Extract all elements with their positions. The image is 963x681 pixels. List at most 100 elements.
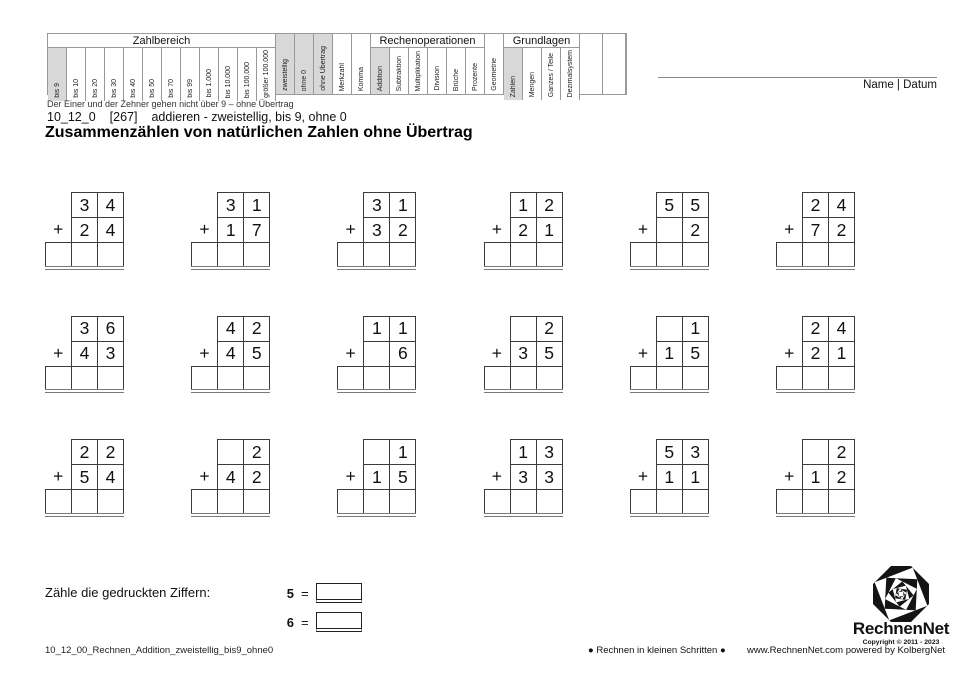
answer-cell: [655, 365, 683, 393]
plus-sign: +: [199, 466, 210, 487]
criteria-cell: bis 20: [86, 48, 105, 101]
name-datum-label: Name | Datum: [863, 79, 937, 91]
addend-bottom-digit: 5: [71, 464, 98, 490]
addend-bottom-digit: 2: [389, 217, 417, 243]
answer-cell: [483, 242, 511, 270]
criteria-cell-label: bis 9: [53, 83, 61, 98]
criteria-cell: bis 40: [124, 48, 143, 101]
digit-count-items: 5 = 6 =: [285, 583, 362, 641]
logo-copyright: Copyright © 2011 - 2023: [862, 639, 940, 646]
addend-top-digit: 2: [243, 439, 271, 465]
answer-cell: [337, 365, 365, 393]
spacer-cell: [484, 316, 510, 341]
footer-motto: ● Rechnen in kleinen Schritten ●: [588, 645, 726, 656]
spacer-cell: [192, 193, 218, 218]
criteria-cell-label: zweistellig: [281, 59, 289, 91]
addend-bottom-digit: 4: [71, 340, 98, 367]
criteria-cell: Multiplikation: [409, 48, 428, 94]
answer-cell: [243, 365, 271, 393]
criteria-cell-label: bis 99: [186, 79, 194, 98]
addend-top-digit: 1: [389, 439, 417, 465]
criteria-cell: bis 30: [105, 48, 124, 101]
addend-bottom-digit: 5: [243, 340, 271, 367]
answer-cell: [483, 489, 511, 517]
answer-cell: [389, 489, 417, 517]
addition-problem: 3 6 +4 3: [45, 315, 124, 393]
rechnennet-logo-icon: [873, 566, 929, 622]
addition-problem: 2 4 +7 2: [775, 192, 855, 270]
worksheet-desc: addieren - zweistellig, bis 9, ohne 0: [151, 110, 347, 124]
answer-cell: [775, 489, 803, 517]
answer-cell: [389, 365, 417, 393]
criteria-cell: Subtraktion: [390, 48, 409, 94]
addend-bottom-digit: 1: [217, 217, 245, 243]
answer-cell: [535, 365, 563, 393]
addend-bottom-digit: 1: [363, 464, 391, 490]
addition-problem: 5 3 +1 1: [629, 439, 709, 517]
answer-cell: [97, 489, 124, 517]
criteria-cell-label: Geometrie: [490, 58, 498, 91]
spacer-cell: [630, 193, 656, 218]
plus-sign: +: [784, 342, 795, 363]
addend-bottom-digit: 1: [655, 340, 683, 367]
answer-cell: [243, 242, 271, 270]
answer-cell: [681, 365, 709, 393]
criteria-cell: größer 100.000: [257, 48, 276, 101]
count-answer-box: [315, 612, 362, 632]
answer-cell: [191, 365, 219, 393]
criteria-cell: bis 50: [143, 48, 162, 101]
criteria-cell-label: Mengen: [528, 72, 536, 98]
addend-top-digit: 4: [217, 315, 245, 342]
answer-cell: [45, 242, 72, 270]
addend-top-digit: 1: [681, 315, 709, 342]
criteria-cell-label: bis 70: [167, 79, 175, 98]
criteria-cell: Prozente: [466, 48, 485, 94]
addition-problem: 2 +4 2: [191, 439, 271, 517]
plus-sign: +: [784, 466, 795, 487]
rechnennet-logo: RechnenNet Copyright © 2011 - 2023: [845, 566, 957, 646]
criteria-cell-label: Subtraktion: [395, 55, 403, 91]
addend-top-digit: 3: [71, 315, 98, 342]
addition-problem: 3 1 +3 2: [337, 192, 417, 270]
criteria-group-columns: Zahlen Mengen Ganzes / Teile Dezimalsystem: [504, 48, 580, 101]
answer-cell: [801, 365, 829, 393]
plus-sign: +: [784, 219, 795, 240]
answer-cell: [655, 489, 683, 517]
answer-cell: [71, 242, 98, 270]
addend-top-digit: 2: [827, 439, 855, 465]
criteria-cell: bis 99: [181, 48, 200, 101]
addition-problem: 3 4 +2 4: [45, 192, 124, 270]
addend-bottom-digit: 3: [509, 340, 537, 367]
criteria-cell-label: Prozente: [471, 62, 479, 91]
addend-bottom-digit: 3: [97, 340, 124, 367]
addend-bottom-digit: 1: [827, 340, 855, 367]
addend-top-digit: 2: [801, 192, 829, 218]
spacer-cell: [776, 316, 802, 341]
answer-cell: [801, 489, 829, 517]
criteria-cell-label: bis 10: [72, 79, 80, 98]
addend-top-digit: 2: [535, 315, 563, 342]
criteria-cell: Dezimalsystem: [561, 48, 580, 101]
criteria-cell: [603, 34, 626, 94]
answer-cell: [629, 242, 657, 270]
addition-problem: 1 2 +2 1: [483, 192, 563, 270]
addend-bottom-digit: 2: [71, 217, 98, 243]
plus-sign: +: [53, 466, 64, 487]
answer-cell: [363, 365, 391, 393]
addend-bottom-digit: 2: [509, 217, 537, 243]
answer-cell: [681, 489, 709, 517]
addend-top-digit: 3: [363, 192, 391, 218]
criteria-cell: ohne Übertrag: [314, 34, 333, 94]
spacer-cell: [338, 316, 364, 341]
addend-top-digit: 3: [535, 439, 563, 465]
addend-bottom-digit: 1: [535, 217, 563, 243]
addend-top-digit: 5: [655, 192, 683, 218]
addend-top-digit: 2: [535, 192, 563, 218]
answer-cell: [389, 242, 417, 270]
digit-count-item: 5 =: [285, 583, 362, 603]
criteria-group-columns: bis 9 bis 10 bis 20 bis 30 bis 40 bis 50 bis 7…: [48, 48, 276, 101]
digit-count-prompt: Zähle die gedruckten Ziffern:: [45, 585, 211, 600]
answer-cell: [363, 489, 391, 517]
criteria-cell: Brüche: [447, 48, 466, 94]
addition-problem: 2 2 +5 4: [45, 439, 124, 517]
